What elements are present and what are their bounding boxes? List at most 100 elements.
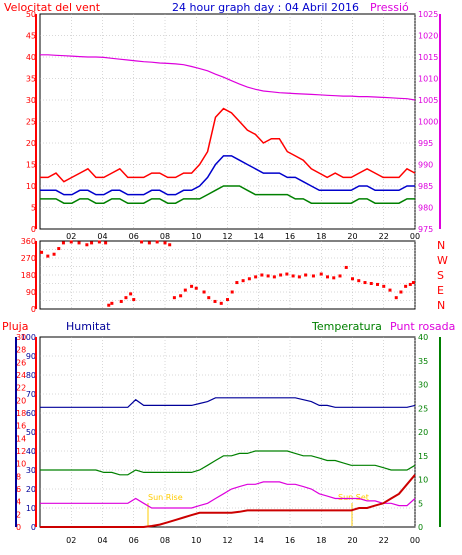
temperature-tick: 15 (418, 452, 428, 461)
direction-tick: 0 (31, 305, 36, 314)
direction-point (163, 241, 167, 245)
temperature-tick: 25 (418, 404, 428, 413)
rain-tick: 24 (16, 371, 26, 380)
wind-series-line (40, 185, 415, 204)
compass-label: S (437, 269, 444, 282)
humidity-series-line (40, 450, 416, 476)
direction-point (179, 294, 183, 298)
pressure-tick: 1015 (418, 53, 438, 62)
wind-speed-tick: 45 (26, 32, 36, 41)
direction-point (219, 301, 223, 305)
direction-point (247, 277, 251, 281)
x-tick-label: 10 (191, 232, 201, 241)
temperature-label: Temperatura (311, 320, 382, 333)
humidity-tick: 90 (26, 352, 36, 361)
direction-point (260, 273, 264, 277)
temperature-tick: 5 (418, 499, 423, 508)
x-tick-label: 20 (347, 232, 357, 241)
direction-point (266, 274, 270, 278)
direction-point (124, 296, 128, 300)
pressure-tick: 1025 (418, 10, 438, 19)
x-tick-label: 22 (379, 536, 389, 545)
humidity-series-line (40, 474, 416, 528)
temperature-tick: 35 (418, 357, 428, 366)
x-tick-label: 20 (347, 536, 357, 545)
temperature-tick: 40 (418, 333, 428, 342)
temperature-tick: 0 (418, 523, 423, 532)
pressure-title: Pressió (370, 1, 409, 14)
direction-point (388, 288, 392, 292)
direction-point (202, 290, 206, 294)
direction-point (140, 240, 144, 244)
direction-point (351, 277, 354, 281)
x-tick-label: 08 (160, 232, 170, 241)
humidity-tick: 20 (26, 485, 36, 494)
direction-point (297, 275, 301, 279)
direction-point (411, 281, 415, 285)
direction-point (319, 272, 323, 276)
wind-speed-tick: 30 (26, 96, 36, 105)
direction-point (46, 254, 50, 258)
rain-tick: 28 (16, 346, 26, 355)
direction-point (382, 284, 386, 288)
direction-tick: 90 (26, 288, 36, 297)
x-tick-label: 10 (191, 536, 201, 545)
direction-point (61, 241, 65, 245)
humidity-tick: 50 (26, 428, 36, 437)
rain-tick: 30 (16, 333, 26, 342)
x-tick-label: 02 (66, 232, 76, 241)
x-tick-label: 12 (222, 536, 232, 545)
x-tick-label: 06 (129, 232, 139, 241)
rain-tick: 10 (16, 460, 26, 469)
direction-point (69, 240, 73, 244)
direction-point (230, 290, 234, 294)
rain-tick: 14 (16, 434, 26, 443)
direction-point (107, 303, 111, 307)
direction-point (110, 301, 114, 305)
direction-point (57, 247, 61, 251)
wind-series-line (40, 155, 415, 196)
chart-marks: 0510152025303540455097598098599099510001… (15, 10, 448, 545)
sunrise-annotation: Sun Rise (148, 493, 183, 502)
direction-point (190, 284, 194, 288)
x-tick-label: 00 (410, 536, 420, 545)
wind-speed-tick: 5 (31, 204, 36, 213)
humidity-tick: 100 (21, 333, 36, 342)
direction-point (326, 275, 329, 279)
direction-point (155, 240, 159, 244)
direction-point (408, 282, 412, 286)
x-tick-label: 18 (316, 232, 326, 241)
direction-point (369, 282, 373, 285)
x-tick-label: 12 (222, 232, 232, 241)
x-tick-label: 16 (285, 232, 295, 241)
pressure-tick: 985 (418, 182, 433, 191)
rain-tick: 12 (16, 447, 26, 456)
direction-point (291, 274, 295, 278)
direction-point (97, 240, 101, 244)
direction-point (213, 299, 217, 303)
wind-speed-tick: 20 (26, 139, 36, 148)
direction-point (344, 265, 348, 269)
wind-series-line (40, 54, 416, 101)
direction-point (132, 298, 136, 302)
compass-label: W (437, 254, 448, 267)
humidity-series-line (40, 397, 416, 408)
rain-tick: 16 (16, 422, 26, 431)
direction-point (363, 281, 367, 285)
pressure-tick: 995 (418, 139, 433, 148)
pressure-tick: 1010 (418, 75, 438, 84)
direction-point (272, 275, 276, 279)
direction-point (168, 243, 172, 247)
direction-point (285, 272, 289, 276)
pressure-tick: 1005 (418, 96, 438, 105)
direction-point (172, 296, 176, 300)
direction-point (194, 286, 198, 290)
x-tick-label: 16 (285, 536, 295, 545)
humidity-tick: 10 (26, 504, 36, 513)
direction-point (40, 250, 44, 254)
direction-point (226, 298, 229, 302)
direction-point (357, 279, 361, 283)
temperature-tick: 30 (418, 381, 428, 390)
pressure-tick: 990 (418, 161, 433, 170)
